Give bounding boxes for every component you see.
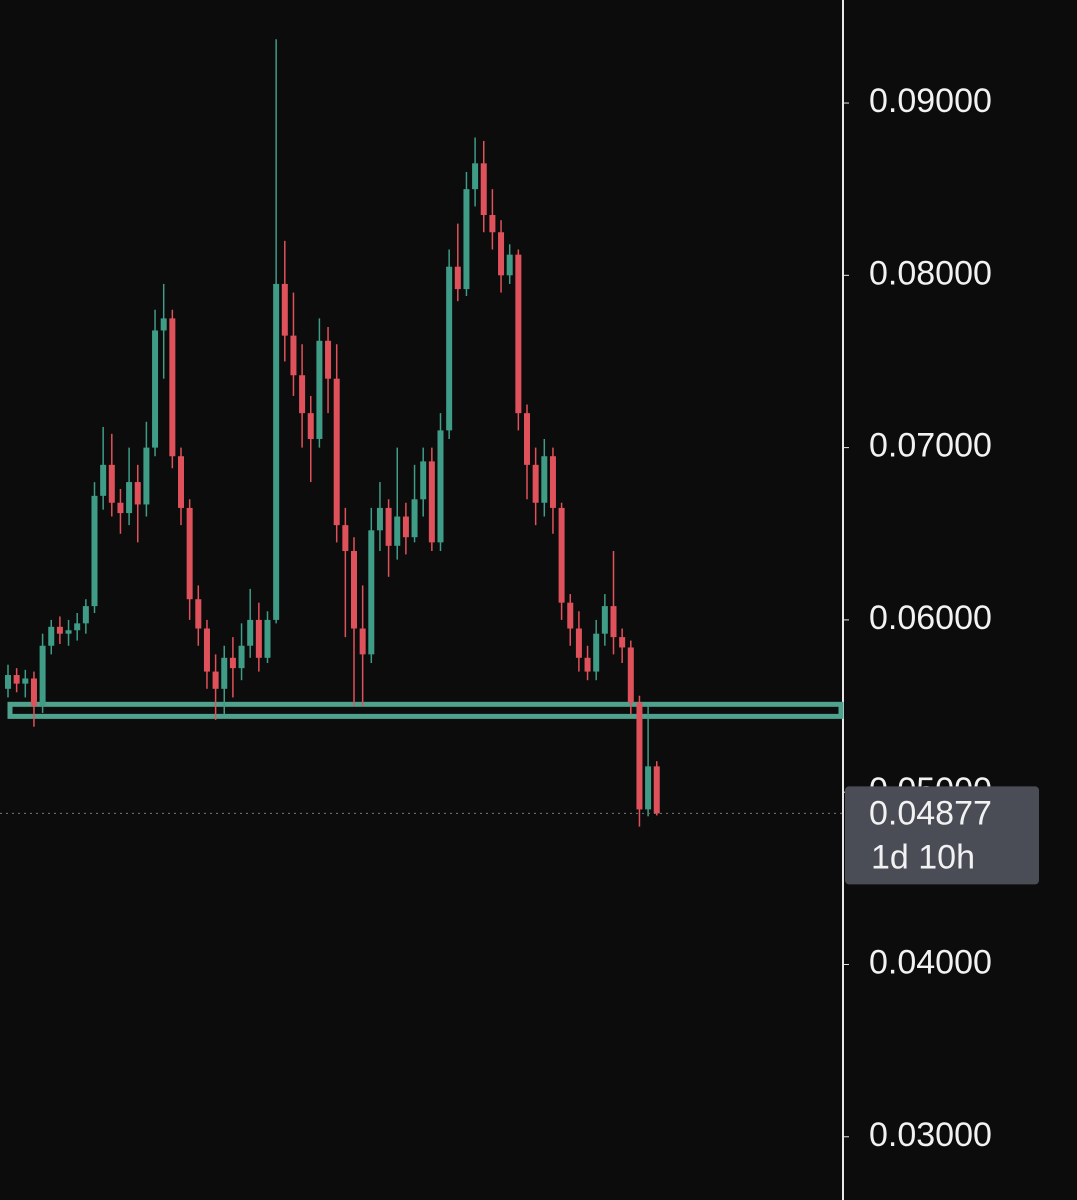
- support-zone: [7, 701, 844, 719]
- candle-body: [653, 766, 660, 814]
- candle-body: [420, 461, 427, 500]
- candle-body: [575, 628, 582, 658]
- candle-body: [13, 675, 20, 684]
- candle-body: [645, 766, 652, 810]
- candle-body: [593, 633, 600, 672]
- candle-body: [238, 645, 245, 669]
- candle-body: [636, 702, 643, 810]
- candle-body: [169, 318, 176, 457]
- y-tick-label: 0.04000: [869, 943, 992, 981]
- candle-body: [22, 678, 29, 684]
- candle-body: [5, 675, 11, 689]
- candle-body: [212, 671, 219, 689]
- candle-body: [247, 619, 254, 646]
- y-tick-label: 0.09000: [869, 82, 992, 120]
- candle-body: [74, 623, 81, 631]
- candle-body: [489, 215, 496, 233]
- price-label: 0.04877: [869, 794, 992, 832]
- price-label-box: [845, 786, 1039, 885]
- candle-body: [30, 678, 37, 707]
- candle-body: [532, 464, 539, 503]
- candle-body: [82, 606, 89, 624]
- candle-body: [178, 456, 184, 508]
- y-tick-label: 0.08000: [869, 254, 992, 292]
- candle-body: [325, 340, 332, 379]
- candle-body: [446, 266, 453, 431]
- candle-body: [91, 495, 98, 607]
- candle-body: [402, 516, 409, 538]
- candle-body: [108, 464, 115, 503]
- candle-body: [480, 163, 487, 216]
- candle-body: [463, 189, 470, 290]
- candle-body: [610, 606, 617, 638]
- candle-body: [316, 340, 323, 439]
- candle-body: [549, 456, 556, 508]
- candle-body: [428, 461, 435, 543]
- candle-body: [498, 232, 505, 276]
- candle-body: [273, 283, 280, 620]
- candle-body: [221, 657, 228, 689]
- candle-body: [48, 626, 55, 646]
- candle-body: [65, 630, 72, 634]
- candle-body: [454, 266, 461, 290]
- candle-body: [394, 516, 401, 546]
- candle-body: [567, 602, 574, 629]
- candle-body: [100, 464, 107, 496]
- candle-body: [143, 447, 150, 505]
- candle-body: [307, 413, 314, 439]
- candle-body: [437, 430, 444, 543]
- candle-body: [160, 318, 167, 331]
- countdown: 1d 10h: [871, 838, 975, 876]
- candle-body: [368, 530, 375, 655]
- candle-body: [195, 599, 202, 629]
- candle-body: [39, 645, 46, 707]
- candle-body: [601, 606, 608, 634]
- candle-body: [134, 482, 141, 505]
- candle-body: [359, 628, 366, 655]
- candle-body: [351, 550, 357, 629]
- candle-body: [186, 507, 193, 600]
- candle-body: [619, 637, 626, 648]
- y-tick-label: 0.06000: [869, 599, 992, 637]
- candle-body: [290, 335, 297, 376]
- candle-body: [627, 647, 634, 703]
- candle-body: [264, 619, 271, 658]
- candle-body: [203, 628, 210, 672]
- candle-body: [506, 254, 513, 276]
- candle-body: [229, 657, 236, 669]
- candle-body: [385, 507, 392, 546]
- candle-body: [411, 499, 418, 538]
- candle-body: [117, 502, 124, 514]
- candle-body: [584, 657, 591, 672]
- candle-body: [152, 330, 159, 448]
- candle-body: [376, 507, 383, 531]
- candle-body: [524, 413, 530, 465]
- y-tick-label: 0.07000: [869, 427, 992, 465]
- candle-body: [342, 525, 349, 551]
- candle-body: [299, 375, 306, 414]
- candle-body: [255, 619, 262, 658]
- candle-body: [472, 163, 479, 190]
- y-tick-label: 0.03000: [869, 1116, 992, 1154]
- candle-body: [281, 283, 288, 336]
- candle-body: [515, 254, 522, 414]
- candle-body: [126, 482, 133, 514]
- candle-body: [333, 378, 340, 526]
- candle-body: [558, 507, 565, 603]
- candle-body: [541, 456, 548, 503]
- candle-body: [56, 626, 63, 634]
